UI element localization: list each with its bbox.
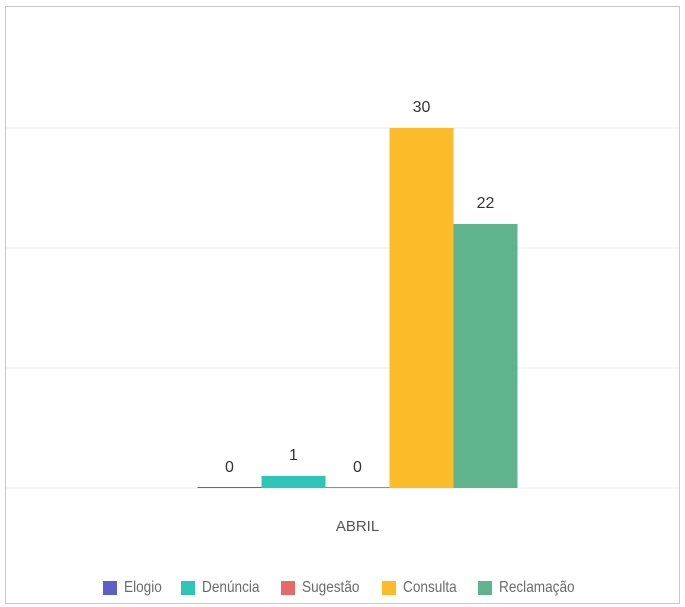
legend-label: Consulta (402, 579, 457, 596)
legend-label: Reclamação (498, 579, 575, 596)
legend-label: Sugestão (302, 579, 360, 596)
data-label-sugestão: 0 (353, 459, 362, 476)
x-axis: ABRIL (336, 518, 379, 535)
data-labels: 0 1 0 30 22 (225, 99, 494, 476)
legend-swatch (477, 581, 492, 595)
data-label-consulta: 30 (413, 99, 431, 116)
bar-elogio[interactable] (197, 487, 262, 488)
chart-frame (5, 6, 680, 604)
data-label-reclamação: 22 (477, 195, 495, 212)
legend-item-reclamação[interactable]: Reclamação (477, 579, 582, 597)
legend-label: Elogio (124, 579, 162, 596)
category-label: ABRIL (336, 518, 379, 535)
data-label-elogio: 0 (225, 459, 234, 476)
bars (197, 128, 518, 488)
gridlines (6, 127, 679, 489)
legend-item-sugestão[interactable]: Sugestão (281, 579, 364, 597)
legend: Elogio Denúncia Sugestão Consulta Reclamação (0, 574, 685, 602)
bar-reclamação[interactable] (453, 224, 518, 488)
legend-item-consulta[interactable]: Consulta (381, 579, 460, 597)
legend-label: Denúncia (201, 579, 260, 596)
bar-denúncia[interactable] (261, 476, 326, 488)
bar-sugestão[interactable] (325, 487, 390, 488)
data-label-denúncia: 1 (289, 447, 298, 464)
legend-swatch (281, 581, 296, 595)
bar-consulta[interactable] (389, 128, 454, 488)
legend-item-elogio[interactable]: Elogio (103, 579, 162, 597)
legend-swatch (381, 581, 396, 595)
legend-swatch (103, 581, 118, 595)
legend-item-denúncia[interactable]: Denúncia (180, 579, 264, 597)
legend-swatch (180, 581, 195, 595)
